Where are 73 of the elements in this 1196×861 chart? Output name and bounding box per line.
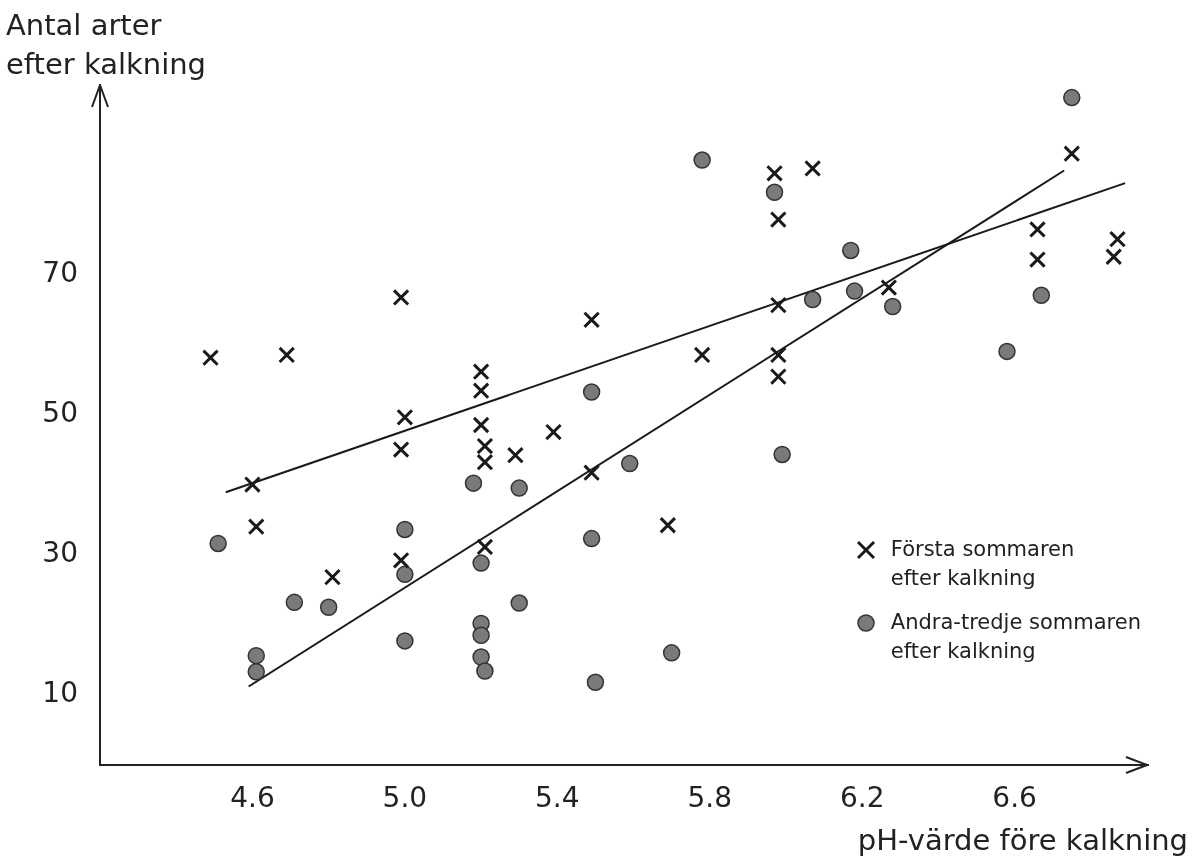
- point: [472, 416, 490, 434]
- legend-label: Andra-tredje sommaren efter kalkning: [890, 608, 1141, 666]
- point: [247, 518, 265, 536]
- point: [323, 568, 342, 586]
- point: [472, 626, 490, 645]
- x-tick-label: 6.6: [992, 781, 1037, 815]
- point: [544, 423, 563, 441]
- point: [769, 368, 787, 386]
- point: [842, 241, 860, 260]
- legend-label: Första sommaren efter kalkning: [890, 536, 1075, 593]
- point: [769, 211, 787, 229]
- y-tick-label: 70: [42, 255, 78, 289]
- x-tick-label: 5.4: [535, 781, 580, 815]
- point: [510, 479, 528, 497]
- point: [769, 346, 787, 364]
- point: [1105, 248, 1123, 266]
- point: [396, 565, 414, 584]
- point: [1028, 220, 1047, 238]
- point: [773, 445, 791, 464]
- point: [396, 520, 414, 539]
- point: [620, 454, 639, 473]
- point: [472, 554, 490, 572]
- point: [883, 297, 902, 316]
- x-tick-label: 6.2: [839, 781, 885, 815]
- point: [1028, 250, 1047, 269]
- point: [1108, 230, 1127, 248]
- point: [659, 516, 677, 534]
- point: [582, 383, 601, 401]
- point: [243, 476, 262, 494]
- point: [506, 446, 524, 464]
- point: [583, 311, 601, 329]
- point: [464, 474, 483, 492]
- point: [476, 538, 494, 556]
- point: [1063, 88, 1081, 107]
- y-axis-title: Antal arter efter kalkning: [6, 7, 207, 84]
- point: [803, 290, 822, 309]
- point: [247, 646, 265, 665]
- point: [693, 151, 711, 169]
- point: [765, 183, 784, 202]
- point: [1032, 286, 1051, 305]
- point: [472, 648, 490, 666]
- point: [201, 349, 220, 367]
- point: [845, 282, 864, 300]
- point: [476, 662, 494, 680]
- y-tick-label: 30: [42, 535, 78, 569]
- point: [392, 288, 410, 306]
- x-tick-label: 4.6: [230, 781, 275, 815]
- point: [804, 159, 822, 177]
- point: [586, 673, 605, 692]
- point: [392, 551, 410, 569]
- x-tick-label: 5.8: [687, 781, 733, 815]
- point: [392, 440, 410, 459]
- point: [769, 296, 787, 314]
- point: [278, 346, 296, 364]
- point: [582, 529, 601, 548]
- point: [765, 164, 784, 182]
- point: [998, 342, 1016, 361]
- point: [510, 594, 528, 612]
- point: [693, 346, 711, 364]
- y-tick-label: 50: [42, 395, 78, 429]
- y-tick-label: 10: [42, 676, 78, 710]
- point: [396, 408, 414, 426]
- point: [583, 464, 601, 482]
- point: [319, 598, 338, 617]
- point: [1063, 145, 1081, 163]
- x-tick-label: 5.0: [382, 781, 428, 815]
- x-axis-title: pH-värde före kalkning: [857, 823, 1188, 857]
- point: [285, 593, 304, 612]
- point: [880, 279, 898, 297]
- point: [662, 644, 681, 662]
- point: [247, 663, 265, 681]
- point: [396, 632, 414, 650]
- point: [209, 534, 227, 553]
